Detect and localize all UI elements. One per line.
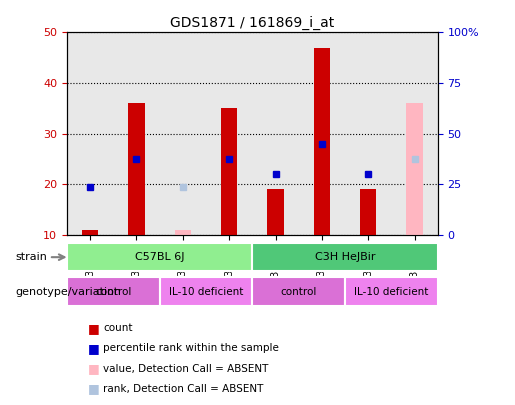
FancyBboxPatch shape bbox=[252, 243, 438, 271]
Bar bbox=[113, 32, 160, 235]
Bar bbox=[160, 32, 206, 235]
Text: ■: ■ bbox=[88, 342, 99, 355]
Text: IL-10 deficient: IL-10 deficient bbox=[354, 287, 428, 296]
Bar bbox=[82, 230, 98, 235]
Bar bbox=[267, 190, 284, 235]
Text: control: control bbox=[95, 287, 131, 296]
Bar bbox=[391, 32, 438, 235]
Bar bbox=[406, 103, 423, 235]
Text: value, Detection Call = ABSENT: value, Detection Call = ABSENT bbox=[103, 364, 268, 373]
Bar bbox=[206, 32, 252, 235]
Text: count: count bbox=[103, 323, 132, 333]
FancyBboxPatch shape bbox=[67, 277, 160, 306]
FancyBboxPatch shape bbox=[345, 277, 438, 306]
Bar bbox=[345, 32, 391, 235]
Text: ■: ■ bbox=[88, 382, 99, 395]
Bar bbox=[299, 32, 345, 235]
Text: ■: ■ bbox=[88, 322, 99, 335]
Bar bbox=[252, 32, 299, 235]
Text: genotype/variation: genotype/variation bbox=[15, 287, 122, 296]
Text: strain: strain bbox=[15, 252, 47, 262]
Bar bbox=[175, 230, 191, 235]
Text: ■: ■ bbox=[88, 362, 99, 375]
Text: IL-10 deficient: IL-10 deficient bbox=[169, 287, 243, 296]
Bar bbox=[128, 103, 145, 235]
Text: rank, Detection Call = ABSENT: rank, Detection Call = ABSENT bbox=[103, 384, 263, 394]
Text: C57BL 6J: C57BL 6J bbox=[135, 252, 184, 262]
Bar bbox=[67, 32, 113, 235]
FancyBboxPatch shape bbox=[67, 243, 252, 271]
FancyBboxPatch shape bbox=[160, 277, 252, 306]
Title: GDS1871 / 161869_i_at: GDS1871 / 161869_i_at bbox=[170, 16, 334, 30]
Text: C3H HeJBir: C3H HeJBir bbox=[315, 252, 375, 262]
Bar bbox=[314, 47, 330, 235]
Text: percentile rank within the sample: percentile rank within the sample bbox=[103, 343, 279, 353]
FancyBboxPatch shape bbox=[252, 277, 345, 306]
Bar bbox=[360, 190, 376, 235]
Bar bbox=[221, 108, 237, 235]
Text: control: control bbox=[281, 287, 317, 296]
